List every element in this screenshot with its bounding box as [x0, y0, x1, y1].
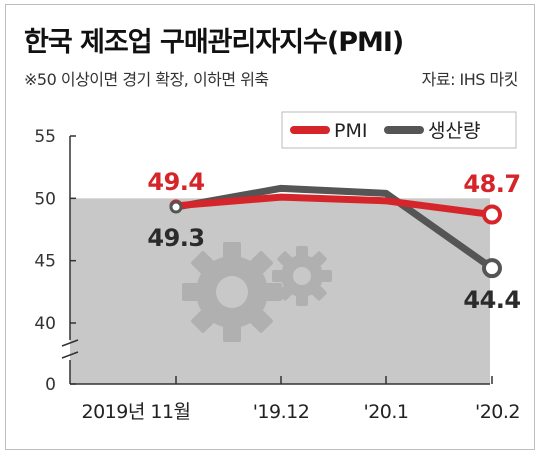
- production-data-label: 49.3: [147, 224, 204, 252]
- chart-subtitle: ※50 이상이면 경기 확장, 이하면 위축: [24, 70, 269, 89]
- x-tick-label: '20.2: [475, 401, 520, 423]
- series-lines: [172, 184, 496, 272]
- series-points: [169, 199, 502, 279]
- production-line: [172, 184, 496, 272]
- pmi-data-label: 49.4: [147, 168, 204, 196]
- y-tick-label: 50: [34, 189, 56, 209]
- gear-icon-small: [272, 246, 332, 306]
- y-tick-label: 45: [34, 252, 56, 272]
- x-tick-label: '19.12: [253, 401, 310, 423]
- production-point: [482, 258, 502, 279]
- pmi-data-label: 48.7: [463, 170, 520, 198]
- chart-title: 한국 제조업 구매관리자지수(PMI): [24, 27, 404, 58]
- axis-break: [61, 339, 79, 359]
- x-tick-label: '20.1: [363, 401, 408, 423]
- production-data-label: 44.4: [463, 286, 520, 314]
- x-tick-label: 2019년 11월: [81, 401, 190, 423]
- axes: [61, 135, 493, 385]
- production-point: [169, 200, 183, 214]
- tick-labels: 0 40 45 50 55 2019년 11월 '19.12 '20.1 '20.2: [34, 127, 520, 423]
- y-tick-label: 0: [45, 375, 56, 395]
- pmi-line: [172, 193, 496, 219]
- legend: PMI 생산량: [281, 111, 517, 149]
- y-tick-label: 55: [34, 127, 56, 147]
- legend-label-pmi: PMI: [334, 120, 367, 142]
- legend-label-production: 생산량: [428, 120, 480, 142]
- data-labels: 49.4 48.7 49.3 44.4: [147, 168, 521, 314]
- chart-frame: [5, 4, 535, 450]
- pmi-point: [482, 204, 502, 225]
- gear-icon-large: [182, 242, 282, 342]
- y-tick-label: 40: [34, 314, 56, 334]
- chart-source: 자료: IHS 마킷: [421, 70, 519, 89]
